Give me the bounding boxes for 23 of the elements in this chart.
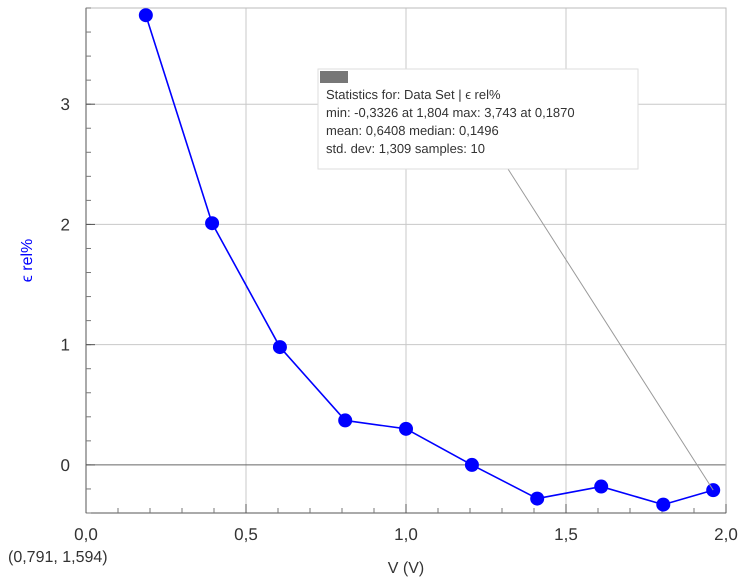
x-tick-label: 2,0 — [714, 525, 738, 544]
point — [464, 458, 479, 472]
point — [205, 216, 220, 230]
x-axis-title: V (V) — [388, 560, 424, 577]
y-tick-label: 2 — [60, 215, 70, 234]
point — [399, 422, 413, 436]
x-tick-label: 0,5 — [234, 525, 258, 544]
point — [138, 8, 153, 22]
x-tick-label: 0,0 — [74, 525, 98, 544]
x-tick-label: 1,0 — [394, 525, 418, 544]
point — [338, 413, 352, 428]
point — [594, 480, 608, 494]
point — [272, 340, 287, 354]
point — [656, 498, 670, 512]
point — [530, 492, 544, 506]
annotation: Statistics for: Data Set | ϵ rel% min: -0,3326 at 1,804 max: 3,743 at 0,1870 mean: 0,6408 median: 0,1496 std. dev: 1,309 samples: 10 — [326, 87, 575, 156]
point — [706, 483, 720, 498]
x-tick-label: 1,5 — [554, 525, 578, 544]
y-axis-title: ϵ rel% — [19, 238, 36, 282]
y-tick-label: 1 — [60, 336, 70, 355]
y-tick-label: 0 — [60, 456, 70, 475]
text: (0,791, 1,594) — [8, 548, 108, 566]
y-tick-label: 3 — [60, 95, 70, 114]
